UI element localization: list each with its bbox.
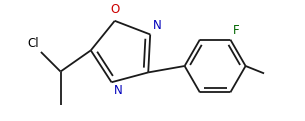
Text: F: F [233,24,239,37]
Text: N: N [153,19,162,32]
Text: N: N [114,84,123,97]
Text: O: O [110,3,119,16]
Text: Cl: Cl [27,37,39,50]
